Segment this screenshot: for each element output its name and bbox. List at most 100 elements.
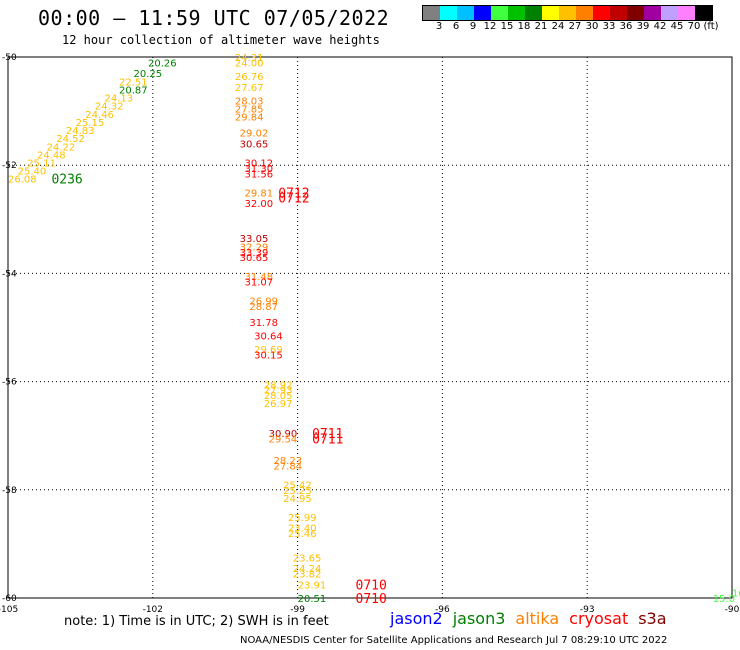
wave-height-value: 27.84: [273, 461, 302, 472]
wave-height-value: 33.05: [240, 234, 269, 245]
x-tick-label: -96: [435, 605, 450, 615]
legend-item-jason3: jason3: [452, 609, 506, 628]
wave-height-value: 24.13: [105, 94, 134, 105]
color-swatch: [491, 6, 508, 20]
footnote: note: 1) Time is in UTC; 2) SWH is in fe…: [64, 614, 329, 629]
y-tick-label: -54: [2, 269, 17, 279]
color-swatch: [525, 6, 542, 20]
color-scale-label: 42: [653, 21, 667, 32]
color-swatch: [542, 6, 559, 20]
wave-height-value: 20.26: [148, 58, 177, 69]
x-tick-label: -99: [290, 605, 305, 615]
color-swatch: [678, 6, 695, 20]
wave-height-value: 27.67: [235, 83, 264, 94]
color-scale-label: 15: [500, 21, 514, 32]
color-swatch: [423, 6, 440, 20]
wave-height-value: 24.46: [85, 110, 114, 121]
pass-time-label: 0710: [356, 592, 387, 607]
wave-height-value: 30.64: [254, 332, 283, 343]
wave-height-value: 27.85: [235, 104, 264, 115]
wave-height-value: 30.65: [240, 140, 269, 151]
color-swatch: [593, 6, 610, 20]
wave-height-value: 25.46: [288, 529, 317, 540]
pass-time-label: 0712: [278, 192, 309, 207]
y-tick-label: -52: [2, 161, 17, 171]
wave-height-value: 31.07: [245, 278, 274, 289]
legend-item-altika: altika: [515, 609, 560, 628]
wave-height-value: 31.56: [245, 169, 274, 180]
color-swatch: [457, 6, 474, 20]
wave-height-value: 30.15: [254, 351, 283, 362]
color-swatch: [576, 6, 593, 20]
y-tick-label: -56: [2, 378, 17, 388]
pass-time-label: 0236: [51, 173, 82, 188]
wave-height-value: 30.12: [245, 158, 274, 169]
wave-height-value: 29.81: [245, 188, 274, 199]
wave-height-value: 28.05: [264, 391, 293, 402]
wave-height-value: 28.03: [235, 96, 264, 107]
wave-height-value: 20.25: [133, 69, 162, 80]
pass-time-label: 0711: [312, 432, 343, 447]
color-scale-label: 18: [517, 21, 531, 32]
wave-height-value: 24.48: [37, 150, 66, 161]
wave-height-value: 25.42: [283, 480, 312, 491]
credit-line: NOAA/NESDIS Center for Satellite Applica…: [240, 635, 668, 646]
wave-height-value: 26.99: [249, 296, 278, 307]
wave-height-value: 24.52: [56, 134, 85, 145]
wave-height-value: 29.02: [240, 129, 269, 140]
pass-time-label: 0712: [278, 186, 309, 201]
wave-height-value: 23.40: [288, 524, 317, 535]
wave-height-value: 25.11: [27, 158, 56, 169]
wave-height-value: 24.31: [235, 53, 264, 64]
wave-height-value: 28.92: [264, 380, 293, 391]
wave-height-value: 20.51: [298, 594, 327, 605]
color-swatch: [695, 6, 712, 20]
wave-height-value: 27.93: [264, 386, 293, 397]
wave-height-value: 23.82: [293, 570, 322, 581]
wave-height-value: 24.83: [66, 126, 95, 137]
color-swatch: [644, 6, 661, 20]
color-scale-labels: 3 6 9 12 15 18 21 24 27 30 33 36 39 42 45 70 (ft): [422, 21, 740, 35]
legend-item-s3a: s3a: [638, 609, 667, 628]
wave-height-value: 31.48: [245, 272, 274, 283]
wave-height-value: 23.65: [293, 553, 322, 564]
satellite-legend: jason2 jason3 altika cryosat s3a: [390, 609, 677, 628]
wave-height-value: 30.90: [269, 429, 298, 440]
wave-height-value: 26.76: [235, 72, 264, 83]
wave-height-value: 32.29: [240, 242, 269, 253]
wave-height-value: 24.24: [293, 564, 322, 575]
wave-height-value: 15.0: [713, 594, 735, 605]
color-scale-label: 33: [602, 21, 616, 32]
x-tick-label: -90: [725, 605, 740, 615]
color-scale-bar: [422, 5, 713, 21]
color-scale-label: 70: [687, 21, 701, 32]
wave-height-value: 29.54: [269, 434, 298, 445]
color-scale-label: 36: [619, 21, 633, 32]
wave-height-value: 29.69: [254, 345, 283, 356]
wave-height-value: 28.23: [273, 456, 302, 467]
wave-height-value: 24.95: [283, 494, 312, 505]
wave-height-value: 30.65: [240, 253, 269, 264]
wave-height-value: 32.00: [245, 199, 274, 210]
color-swatch: [559, 6, 576, 20]
y-tick-label: -60: [2, 594, 17, 604]
wave-height-value: 25.40: [18, 167, 47, 178]
wave-height-value: 29.84: [235, 113, 264, 124]
wave-height-value: 33.39: [240, 248, 269, 259]
wave-height-value: 22.51: [119, 77, 148, 88]
wave-height-value: 31.78: [249, 318, 278, 329]
wave-height-value: 24.00: [235, 58, 264, 69]
color-scale-label: 6: [452, 21, 460, 32]
color-scale-label: 21: [534, 21, 548, 32]
color-scale-label: (ft): [703, 21, 719, 32]
wave-height-value: 16.: [732, 589, 740, 600]
wave-height-value: 23.91: [298, 580, 327, 591]
wave-height-value: 24.22: [47, 142, 76, 153]
wave-height-value: 28.87: [249, 302, 278, 313]
legend-item-cryosat: cryosat: [569, 609, 629, 628]
color-swatch: [474, 6, 491, 20]
pass-time-label: 0711: [312, 427, 343, 442]
page-subtitle: 12 hour collection of altimeter wave hei…: [62, 33, 380, 47]
x-tick-label: -102: [143, 605, 163, 615]
